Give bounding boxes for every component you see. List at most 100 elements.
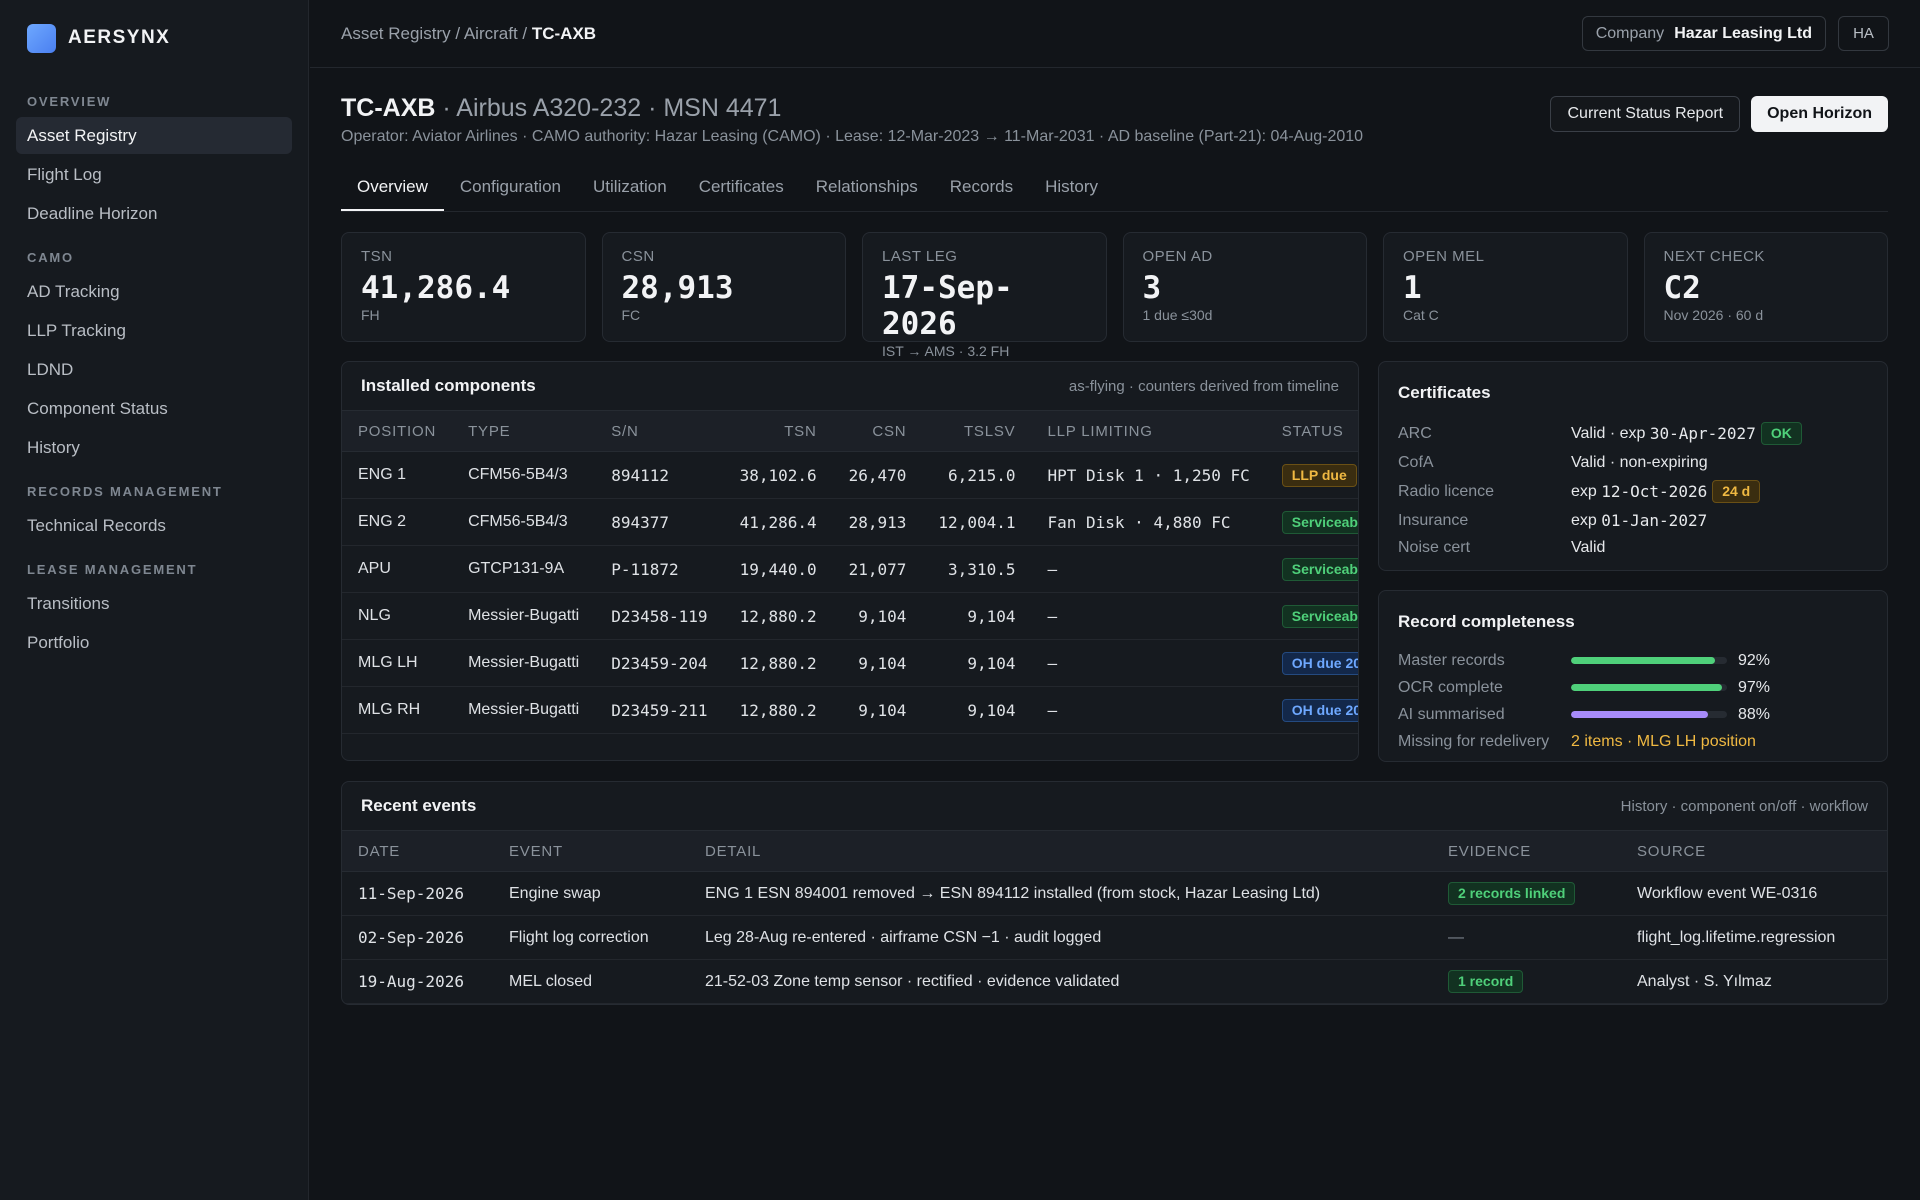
cell-event: Flight log correction	[493, 915, 689, 960]
tab-overview[interactable]: Overview	[341, 170, 444, 211]
table-row[interactable]: 11-Sep-2026 Engine swap ENG 1 ESN 894001 r…	[342, 871, 1887, 916]
cell-llp: —	[1031, 686, 1266, 734]
sidebar-item-history[interactable]: History	[27, 438, 80, 457]
card-header: Record completeness	[1379, 591, 1887, 647]
card-title: Installed components	[361, 376, 536, 395]
sidebar-item-portfolio[interactable]: Portfolio	[27, 633, 90, 652]
breadcrumb: Asset Registry / Aircraft / TC-AXB	[341, 24, 596, 44]
tab-relationships[interactable]: Relationships	[815, 177, 918, 196]
table-row[interactable]: ENG 1 CFM56-5B4/3 894112 38,102.6 26,470 6,21…	[342, 451, 1358, 499]
card-header: Recent events History · component on/off…	[342, 782, 1887, 830]
tab-records[interactable]: Records	[949, 177, 1014, 196]
certificate-row: ARC Valid · exp 30-Apr-2027 OK	[1398, 418, 1868, 449]
table-row[interactable]: APU GTCP131-9A P-11872 19,440.0 21,077 3,310.…	[342, 545, 1358, 593]
events-table: DATE EVENT DETAIL EVIDENCE SOURCE 11-Sep…	[342, 830, 1887, 1004]
certificate-value: Valid · exp 30-Apr-2027 OK	[1571, 422, 1802, 445]
column-header: CSN	[832, 410, 923, 452]
table-row[interactable]: 19-Aug-2026 MEL closed 21-52-03 Zone temp …	[342, 959, 1887, 1004]
cell-csn: 9,104	[832, 686, 923, 734]
breadcrumb-asset-registry[interactable]: Asset Registry	[341, 23, 451, 43]
certificate-expiry: 01-Jan-2027	[1601, 511, 1708, 530]
progress-bar-fill	[1571, 711, 1709, 718]
cell-type: Messier-Bugatti	[452, 639, 596, 687]
nav-section-overview: OVERVIEW	[27, 94, 112, 109]
cell-llp: Fan Disk · 4,880 FC	[1031, 498, 1266, 546]
company-label: Company	[1595, 24, 1665, 42]
missing-for-redelivery-row: Missing for redelivery 2 items · MLG LH …	[1379, 728, 1887, 755]
sidebar-item-llp-tracking[interactable]: LLP Tracking	[27, 321, 126, 340]
status-badge: Serviceable	[1281, 604, 1358, 628]
cell-sn: D23459-211	[595, 686, 724, 734]
card-title: Certificates	[1398, 383, 1491, 402]
completeness-percent: 88%	[1738, 705, 1771, 723]
kpi-tsn: TSN 41,286.4 FH	[341, 232, 586, 342]
table-row[interactable]: MLG RH Messier-Bugatti D23459-211 12,880.2 9…	[342, 686, 1358, 734]
cell-tsn: 12,880.2	[723, 686, 833, 734]
tab-configuration[interactable]: Configuration	[459, 177, 561, 196]
kpi-label: NEXT CHECK	[1663, 248, 1765, 265]
record-completeness-card: Record completeness Master records 92% OCR…	[1378, 590, 1888, 762]
missing-value[interactable]: 2 items · MLG LH position	[1571, 732, 1756, 750]
sidebar-item-ldnd[interactable]: LDND	[27, 360, 74, 379]
table-row[interactable]: ENG 2 CFM56-5B4/3 894377 41,286.4 28,913 12,0…	[342, 498, 1358, 546]
tab-utilization[interactable]: Utilization	[592, 177, 667, 196]
table-header-row: DATE EVENT DETAIL EVIDENCE SOURCE	[342, 830, 1887, 872]
column-header: DETAIL	[689, 830, 1432, 872]
kpi-value: 17-Sep-2026	[882, 270, 1013, 342]
certificate-value: Valid	[1571, 539, 1605, 557]
cell-type: CFM56-5B4/3	[452, 498, 596, 546]
cell-tslsv: 6,215.0	[922, 451, 1032, 499]
kpi-label: CSN	[621, 248, 655, 265]
certificate-name: Insurance	[1398, 511, 1469, 529]
table-row[interactable]: MLG LH Messier-Bugatti D23459-204 12,880.2 9…	[342, 639, 1358, 687]
current-status-report-button[interactable]: Current Status Report	[1550, 96, 1741, 132]
completeness-label: OCR complete	[1398, 678, 1503, 696]
completeness-label: AI summarised	[1398, 705, 1505, 723]
cell-evidence: 1 record	[1432, 959, 1621, 1004]
sidebar-item-flight-log[interactable]: Flight Log	[27, 165, 102, 184]
tabs: Overview Configuration Utilization Certi…	[341, 170, 1888, 212]
kpi-open-mel[interactable]: OPEN MEL 1 Cat C	[1383, 232, 1628, 342]
kpi-next-check[interactable]: NEXT CHECK C2 Nov 2026 · 60 d	[1643, 232, 1888, 342]
open-horizon-button[interactable]: Open Horizon	[1751, 96, 1888, 132]
sidebar-item-ad-tracking[interactable]: AD Tracking	[27, 282, 120, 301]
avatar[interactable]: HA	[1838, 16, 1889, 51]
completeness-row: OCR complete 97%	[1379, 674, 1887, 701]
kpi-open-ad[interactable]: OPEN AD 3 1 due ≤30d	[1122, 232, 1367, 342]
column-header: EVIDENCE	[1432, 830, 1621, 872]
table-row[interactable]: NLG Messier-Bugatti D23458-119 12,880.2 9,10…	[342, 592, 1358, 640]
tab-history[interactable]: History	[1045, 177, 1098, 196]
page-title: TC-AXB · Airbus A320-232 · MSN 4471	[341, 94, 781, 123]
cell-event: MEL closed	[493, 959, 689, 1004]
cell-tslsv: 12,004.1	[922, 498, 1032, 546]
cell-position: MLG RH	[342, 686, 453, 734]
progress-bar-fill	[1571, 657, 1715, 664]
cell-source: Analyst · S. Yılmaz	[1621, 959, 1887, 1004]
column-header: TYPE	[452, 410, 596, 452]
status-badge: OH due 2028	[1281, 651, 1358, 675]
cell-position: ENG 1	[342, 451, 453, 499]
cell-status: LLP due	[1265, 451, 1358, 499]
kpi-sub: Nov 2026 · 60 d	[1663, 307, 1764, 323]
sidebar-item-technical-records[interactable]: Technical Records	[27, 516, 166, 535]
sidebar-item-transitions[interactable]: Transitions	[27, 594, 110, 613]
cell-source: Workflow event WE-0316	[1621, 871, 1887, 916]
sidebar-item-component-status[interactable]: Component Status	[27, 399, 168, 418]
brand[interactable]: AERSYNX	[0, 0, 308, 76]
card-header: Certificates	[1379, 362, 1887, 418]
column-header: POSITION	[342, 410, 453, 452]
sidebar-item-deadline-horizon[interactable]: Deadline Horizon	[27, 204, 158, 223]
cell-sn: D23458-119	[595, 592, 724, 640]
evidence-badge[interactable]: 2 records linked	[1448, 882, 1576, 905]
breadcrumb-aircraft[interactable]: Aircraft	[463, 23, 518, 43]
table-row[interactable]: 02-Sep-2026 Flight log correction Leg 28-A…	[342, 915, 1887, 960]
certificate-row: CofA Valid · non-expiring	[1398, 449, 1868, 476]
progress-bar	[1571, 684, 1727, 691]
company-selector[interactable]: Company Hazar Leasing Ltd	[1581, 16, 1826, 51]
sidebar-item-asset-registry[interactable]: Asset Registry	[16, 117, 292, 154]
tab-certificates[interactable]: Certificates	[698, 177, 784, 196]
evidence-badge[interactable]: 1 record	[1448, 970, 1524, 993]
card-title: Record completeness	[1398, 612, 1575, 631]
kpi-value: 1	[1403, 270, 1422, 306]
breadcrumb-current: TC-AXB	[531, 23, 597, 43]
